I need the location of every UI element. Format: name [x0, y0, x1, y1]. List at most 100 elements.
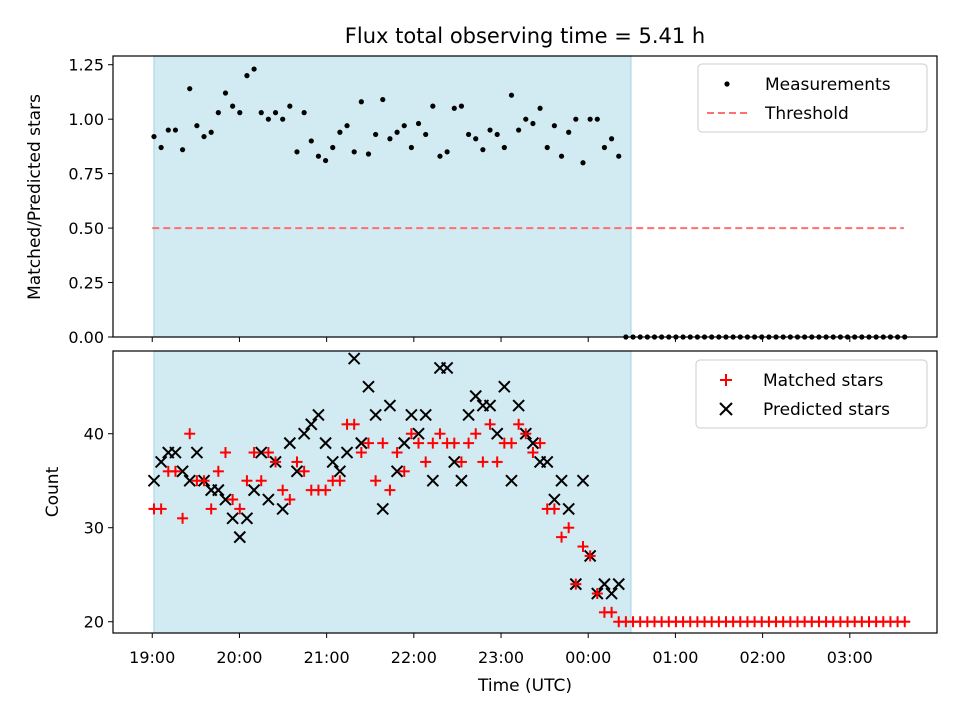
chart-title: Flux total observing time = 5.41 h — [345, 24, 705, 48]
predicted-point — [448, 455, 461, 469]
predicted-x-stroke — [169, 446, 182, 459]
measurement-point — [608, 136, 615, 142]
predicted-point — [455, 474, 468, 487]
predicted-point — [240, 512, 254, 525]
predicted-point — [305, 418, 318, 431]
measurement-point — [394, 129, 400, 135]
predicted-point — [262, 493, 275, 506]
matched-point — [899, 616, 911, 628]
matched-point — [470, 428, 482, 440]
matched-point — [463, 437, 475, 449]
predicted-x-stroke — [490, 427, 504, 440]
predicted-point — [276, 502, 289, 516]
predicted-x-stroke — [383, 399, 397, 412]
predicted-point — [169, 446, 182, 459]
predicted-x-stroke — [405, 408, 418, 422]
matched-point — [284, 494, 296, 506]
predicted-point — [498, 380, 511, 393]
matched-point — [219, 447, 231, 459]
y-tick-label: 0.50 — [68, 219, 104, 238]
measurement-point — [365, 151, 372, 157]
legend-measurements-label: Measurements — [765, 75, 891, 95]
predicted-point — [469, 389, 482, 403]
matched-point — [391, 447, 403, 459]
top-legend-box — [697, 63, 928, 133]
predicted-point — [605, 587, 618, 600]
predicted-x-stroke — [333, 465, 347, 478]
measurement-point — [537, 105, 543, 111]
predicted-x-stroke — [226, 512, 239, 525]
predicted-point — [419, 408, 432, 422]
predicted-x-stroke — [440, 361, 454, 375]
predicted-point — [376, 502, 389, 516]
predicted-point — [390, 465, 404, 478]
predicted-point — [355, 436, 368, 450]
matched-point — [355, 447, 367, 459]
top-plot-panel: 0.00 0.25 0.50 0.75 1.00 1.25 Measurements Thre… — [68, 55, 938, 347]
bottom-plot-panel: 20 30 40 19:00 20:00 21:00 22:00 23:00 00:00 01:0… — [84, 350, 938, 667]
measurement-point — [444, 149, 450, 155]
matched-point — [212, 465, 224, 477]
predicted-point — [319, 436, 332, 450]
measurement-point — [222, 90, 229, 96]
predicted-point — [576, 474, 590, 487]
predicted-x-stroke — [233, 530, 246, 544]
matched-point — [248, 447, 260, 459]
measurement-point — [337, 129, 343, 135]
measurement-point — [272, 110, 279, 116]
measurement-point — [287, 103, 293, 109]
x-tick-label: 22:00 — [391, 648, 437, 667]
matched-point — [291, 456, 303, 468]
measurement-point — [194, 123, 200, 129]
predicted-point — [183, 474, 196, 487]
measurement-point — [494, 131, 500, 138]
measurement-point — [380, 96, 386, 103]
matched-point — [348, 418, 360, 430]
predicted-x-stroke — [190, 446, 204, 459]
predicted-point — [226, 512, 239, 525]
predicted-point — [290, 465, 304, 478]
predicted-point — [405, 408, 418, 422]
predicted-x-stroke — [219, 493, 232, 506]
predicted-point — [426, 474, 440, 487]
measurement-point — [172, 127, 179, 133]
predicted-point — [541, 455, 554, 469]
measurement-point — [530, 120, 536, 127]
matched-point — [434, 428, 446, 440]
predicted-point — [483, 399, 497, 412]
legend-threshold-label: Threshold — [764, 104, 849, 124]
measurement-point — [401, 123, 407, 129]
x-tick-label: 00:00 — [565, 648, 611, 667]
predicted-x-stroke — [548, 493, 561, 506]
predicted-x-stroke — [290, 465, 304, 478]
predicted-x-stroke — [283, 436, 297, 450]
predicted-point — [490, 427, 504, 440]
matched-point — [534, 437, 546, 449]
y-tick-label: 1.25 — [68, 56, 104, 75]
measurement-point — [566, 129, 572, 135]
measurement-point — [351, 149, 357, 155]
x-tick-label: 03:00 — [827, 648, 873, 667]
predicted-point — [297, 427, 311, 440]
matched-point — [234, 503, 246, 515]
predicted-x-stroke — [505, 474, 518, 487]
predicted-x-stroke — [297, 427, 311, 440]
predicted-point — [383, 399, 397, 412]
measurement-point — [258, 110, 264, 116]
y-tick-label: 1.00 — [68, 110, 104, 129]
predicted-point — [212, 483, 225, 497]
predicted-x-stroke — [362, 380, 375, 393]
predicted-x-stroke — [598, 577, 611, 591]
measurement-point — [423, 131, 429, 138]
measurement-point — [501, 144, 507, 151]
matched-point — [491, 456, 503, 468]
measurement-point — [544, 144, 550, 151]
measurement-point — [601, 144, 608, 151]
measurement-point — [587, 116, 593, 122]
measurement-point — [516, 127, 522, 133]
predicted-point — [247, 483, 261, 497]
predicted-x-stroke — [576, 474, 590, 487]
predicted-point — [219, 493, 232, 506]
predicted-x-stroke — [398, 436, 411, 450]
